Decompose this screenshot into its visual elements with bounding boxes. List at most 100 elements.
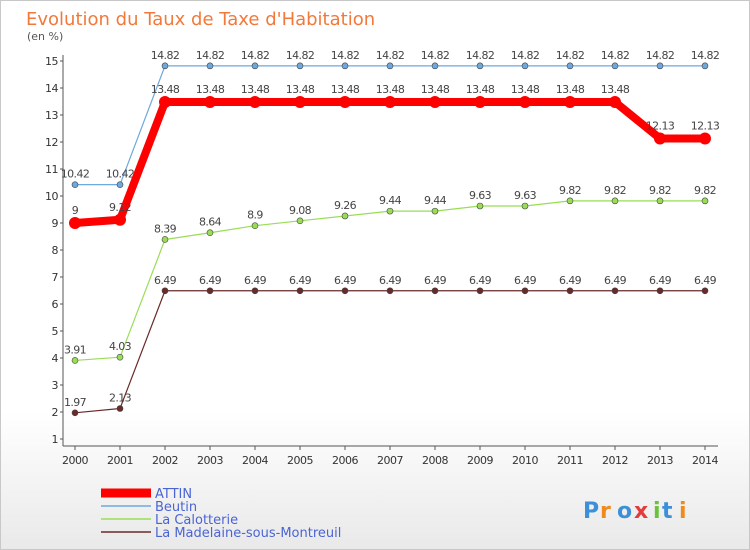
data-point: [476, 287, 484, 295]
data-label: 6.49: [154, 274, 177, 287]
data-label: 9.08: [289, 204, 312, 217]
data-point: [386, 287, 394, 295]
data-point: [521, 202, 529, 210]
chart-title: Evolution du Taux de Taxe d'Habitation: [26, 9, 375, 30]
data-label: 12.13: [646, 119, 675, 132]
x-tick-label: 2002: [152, 454, 178, 467]
data-label: 13.48: [511, 83, 540, 96]
data-point: [251, 222, 259, 229]
data-label: 6.49: [244, 274, 267, 287]
data-point: [566, 197, 574, 205]
data-point: [251, 287, 259, 295]
data-point: [429, 96, 441, 109]
data-point: [474, 96, 486, 109]
data-label: 6.49: [559, 274, 582, 287]
data-point: [386, 62, 394, 70]
data-label: 14.82: [556, 49, 585, 62]
x-tick-label: 2014: [692, 454, 718, 467]
data-label: 6.49: [199, 274, 222, 287]
y-tick-label: 15: [45, 55, 58, 68]
data-point: [519, 96, 531, 109]
data-label: 10.42: [106, 168, 135, 181]
data-point: [341, 62, 349, 70]
data-point: [611, 197, 619, 205]
data-label: 13.48: [331, 83, 360, 96]
data-label: 9.63: [469, 189, 492, 202]
data-point: [476, 62, 484, 70]
series-la-madelaine-sous-montreuil: 1.97 2.13 6.49 6.49 6.49 6.49 6.49 6.49 6.49 6.49…: [64, 274, 717, 417]
data-label: 6.49: [514, 274, 537, 287]
data-point: [116, 181, 124, 188]
data-point: [206, 62, 214, 70]
data-point: [566, 62, 574, 70]
data-label: 6.49: [604, 274, 627, 287]
data-point: [564, 96, 576, 109]
data-label: 9.44: [424, 194, 447, 207]
data-point: [69, 217, 81, 229]
y-tick-label: 9: [52, 217, 59, 230]
x-tick-label: 2012: [602, 454, 628, 467]
x-tick-label: 2006: [332, 454, 358, 467]
data-point: [116, 405, 124, 412]
series-attin: 9 9.12 13.48 13.48 13.48 13.48 13.48 13.48 13.48…: [69, 83, 720, 229]
data-point: [114, 213, 126, 226]
data-point: [159, 96, 171, 109]
data-point: [251, 62, 259, 70]
y-tick-label: 5: [52, 325, 59, 338]
legend-label: La Calotterie: [155, 513, 238, 528]
x-tick-label: 2004: [242, 454, 268, 467]
data-label: 6.49: [289, 274, 312, 287]
x-tick-label: 2005: [287, 454, 313, 467]
data-point: [701, 197, 709, 205]
data-label: 9: [72, 204, 79, 217]
data-point: [476, 202, 484, 210]
data-point: [341, 212, 349, 220]
x-tick-label: 2009: [467, 454, 493, 467]
data-label: 14.82: [331, 49, 360, 62]
data-point: [656, 197, 664, 205]
data-label: 9.26: [334, 199, 357, 212]
y-tick-label: 3: [52, 379, 59, 392]
data-point: [431, 62, 439, 70]
data-point: [296, 62, 304, 70]
data-point: [204, 96, 216, 109]
y-tick-label: 11: [45, 163, 58, 176]
chart-subtitle: (en %): [27, 30, 63, 43]
logo-letter: r: [600, 499, 611, 524]
data-label: 14.82: [376, 49, 405, 62]
data-label: 14.82: [646, 49, 675, 62]
data-point: [431, 207, 439, 215]
data-point: [611, 287, 619, 295]
data-point: [249, 96, 261, 109]
y-tick-label: 12: [45, 136, 58, 149]
data-point: [71, 357, 79, 364]
data-label: 1.97: [64, 396, 87, 409]
x-tick-label: 2013: [647, 454, 673, 467]
y-tick-label: 1: [52, 433, 59, 446]
data-label: 2.13: [109, 391, 132, 404]
data-point: [339, 96, 351, 109]
logo-letter: t: [662, 499, 673, 524]
series-beutin: 10.42 10.42 14.82 14.82 14.82 14.82 14.82 14.82…: [61, 49, 720, 188]
data-label: 9.82: [649, 184, 671, 197]
data-label: 14.82: [691, 49, 720, 62]
data-point: [656, 287, 664, 295]
data-point: [656, 62, 664, 70]
data-label: 12.13: [691, 119, 720, 132]
x-tick-label: 2007: [377, 454, 403, 467]
y-tick-label: 13: [45, 109, 58, 122]
data-label: 14.82: [511, 49, 540, 62]
data-label: 14.82: [241, 49, 270, 62]
y-tick-label: 6: [52, 298, 59, 311]
data-point: [294, 96, 306, 109]
data-label: 9.82: [694, 184, 716, 197]
data-label: 6.49: [334, 274, 357, 287]
logo-letter: x: [634, 499, 648, 524]
data-point: [609, 96, 621, 109]
data-label: 13.48: [286, 83, 315, 96]
data-point: [699, 132, 711, 145]
y-tick-label: 2: [52, 406, 59, 419]
